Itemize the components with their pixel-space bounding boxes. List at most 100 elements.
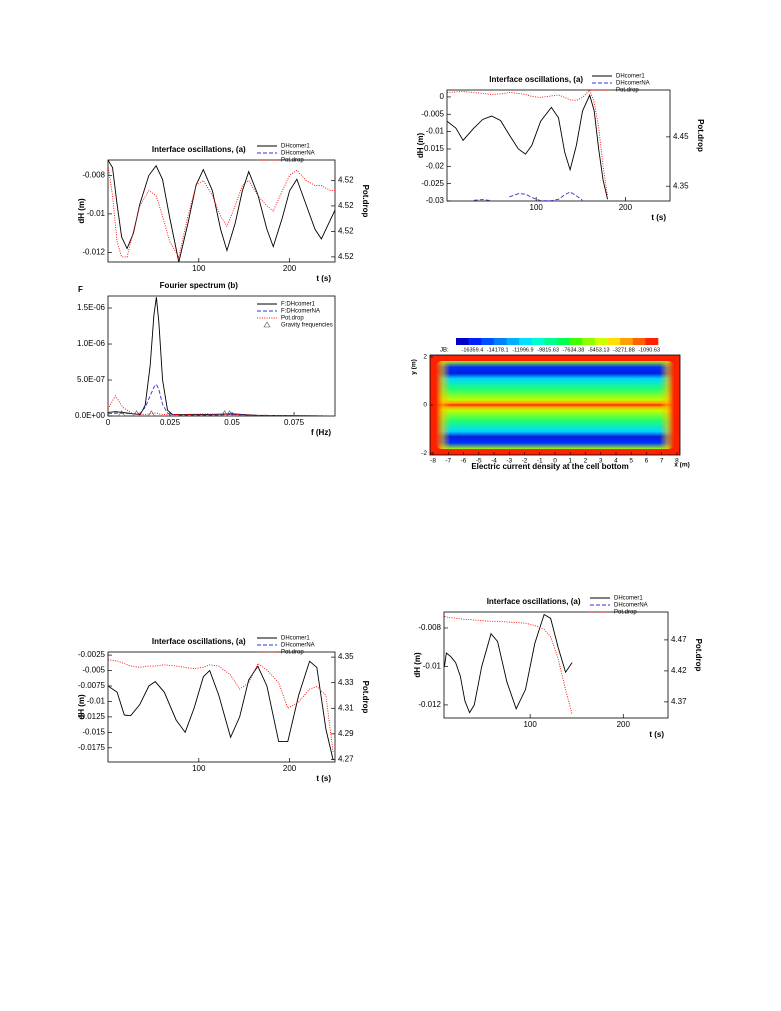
y-tick-label: -0.02 (426, 161, 445, 170)
legend-label: DHcomer1 (281, 144, 310, 150)
x-tick-label: 0 (553, 458, 557, 465)
legend-label: Gravity frequencies (281, 323, 333, 329)
x-axis-label: x (m) (674, 462, 690, 469)
plot-frame (443, 611, 669, 719)
x-tick-label: 6 (645, 458, 649, 465)
legend-label: DHcomerNA (616, 81, 650, 87)
x-tick-label: 100 (530, 203, 544, 212)
y2-tick-label: 4.47 (671, 635, 687, 644)
y-tick-label: -0.01 (87, 697, 106, 706)
colorbar-swatch (468, 338, 482, 345)
y-tick-label: 5.0E-07 (77, 375, 106, 384)
legend-label: Pot.drop (616, 88, 639, 94)
y-tick-label: 0.0E+00 (75, 411, 106, 420)
x-axis-label: t (s) (651, 213, 666, 222)
chart-title: Fourier spectrum (b) (160, 281, 239, 290)
x-tick-label: 100 (523, 720, 537, 729)
y2-axis-label: Pot.drop (361, 185, 370, 218)
x-tick-label: -8 (430, 458, 436, 465)
x-tick-label: -7 (445, 458, 451, 465)
series-line (447, 93, 608, 200)
y-tick-label: 1.5E-06 (77, 303, 106, 312)
legend-label: Pot.drop (281, 650, 304, 656)
y-tick-label: -0.008 (418, 623, 441, 632)
x-tick-label: 0.075 (284, 418, 305, 427)
x-tick-label: 0.05 (224, 418, 240, 427)
colorbar-swatch (493, 338, 507, 345)
colorbar-swatch (607, 338, 621, 345)
series-line (444, 613, 573, 714)
legend-label: DHcomer1 (614, 596, 643, 602)
series-line (108, 394, 332, 416)
y2-tick-label: 4.52 (338, 252, 354, 261)
colorbar-level: -3271.88 (613, 347, 635, 353)
series-line (108, 660, 334, 761)
legend-marker (263, 321, 271, 328)
legend-label: F:DHcomerNA (281, 309, 320, 315)
y-tick-label: -0.005 (421, 109, 444, 118)
legend-label: Pot.drop (281, 158, 304, 164)
chart-title: Interface oscillations, (a) (152, 637, 246, 646)
chart-title: Interface oscillations, (a) (489, 75, 583, 84)
plot-area (447, 90, 609, 201)
plot-area (444, 613, 573, 715)
y2-tick-label: 4.42 (671, 666, 687, 675)
x-tick-label: 100 (192, 264, 206, 273)
y-tick-label: -0.03 (426, 196, 445, 205)
legend-label: DHcomer1 (281, 636, 310, 642)
plot-area (108, 659, 334, 761)
x-axis-label: t (s) (316, 774, 331, 783)
y-tick-label: 2 (423, 354, 427, 361)
x-tick-label: 200 (617, 720, 631, 729)
y2-tick-label: 4.31 (338, 703, 354, 712)
y2-tick-label: 4.52 (338, 201, 354, 210)
gravity-marker (133, 410, 140, 416)
colorbar-level: -11996.9 (512, 347, 533, 353)
y-tick-label: -0.015 (421, 144, 444, 153)
y-tick-label: 0 (440, 92, 445, 101)
x-tick-label: 4 (614, 458, 618, 465)
series-line (108, 383, 332, 416)
y-tick-label: -0.0075 (78, 681, 106, 690)
chart-title: Interface oscillations, (a) (152, 145, 246, 154)
chart-title: Electric current density at the cell bot… (471, 462, 628, 471)
x-tick-label: -3 (506, 458, 512, 465)
series-line (108, 165, 335, 259)
y-axis-label: F (78, 285, 83, 294)
x-tick-label: 0.025 (160, 418, 181, 427)
x-tick-label: 5 (629, 458, 633, 465)
x-tick-label: 200 (619, 203, 633, 212)
legend-label: DHcomerNA (281, 643, 315, 649)
y-tick-label: -0.0125 (78, 712, 106, 721)
x-tick-label: 0 (106, 418, 111, 427)
legend-label: DHcomer1 (616, 74, 645, 80)
y2-tick-label: 4.52 (338, 176, 354, 185)
y-axis-label: dH (m) (77, 198, 86, 224)
colorbar-swatch (569, 338, 583, 345)
colorbar-level: -14178.1 (487, 347, 509, 353)
x-tick-label: 200 (283, 264, 297, 273)
legend-label: DHcomerNA (281, 151, 315, 157)
plot-area (108, 297, 332, 416)
series-line (108, 659, 334, 754)
x-tick-label: 3 (599, 458, 603, 465)
y2-tick-label: 4.37 (671, 697, 687, 706)
colorbar-level: -16359.4 (462, 347, 484, 353)
legend-label: Pot.drop (281, 316, 304, 322)
y2-axis-label: Pot.drop (694, 639, 703, 672)
gravity-marker (226, 410, 234, 416)
y-tick-label: -0.012 (82, 247, 105, 256)
y2-tick-label: 4.35 (673, 181, 689, 190)
y-axis-label: dH (m) (77, 694, 86, 720)
colorbar-swatch (632, 338, 646, 345)
x-axis-label: t (s) (649, 730, 664, 739)
y-tick-label: -0.01 (423, 662, 442, 671)
colorbar-swatch (531, 338, 545, 345)
gravity-marker (147, 410, 155, 416)
legend-label: DHcomerNA (614, 603, 648, 609)
legend-label: Pot.drop (614, 610, 637, 616)
y-axis-label: y (m) (411, 359, 418, 375)
y2-tick-label: 4.27 (338, 755, 354, 764)
